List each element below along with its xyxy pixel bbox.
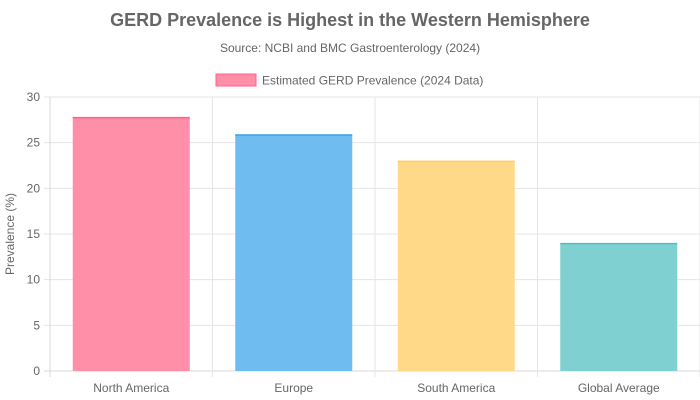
x-tick-label: South America [417,381,495,395]
x-tick-label: Global Average [578,381,660,395]
y-tick-label: 30 [27,90,41,104]
bar-fill[interactable] [560,243,678,371]
bar[interactable] [560,242,678,371]
bar-fill[interactable] [235,134,353,371]
chart-subtitle: Source: NCBI and BMC Gastroenterology (2… [220,41,480,55]
y-tick-label: 0 [33,364,40,378]
chart-title: GERD Prevalence is Highest in the Wester… [110,10,590,30]
y-axis-ticks: 0 5 10 15 20 25 30 [27,90,41,378]
y-tick-label: 15 [27,227,41,241]
x-tick-label: North America [93,381,169,395]
bar[interactable] [397,160,515,371]
bar-fill[interactable] [397,160,515,371]
x-axis-ticks: North America Europe South America Global A… [93,381,660,395]
y-axis-title: Prevalence (%) [3,193,17,275]
bar-fill[interactable] [72,117,190,372]
y-tick-label: 5 [33,318,40,332]
legend-label[interactable]: Estimated GERD Prevalence (2024 Data) [262,74,483,88]
y-tick-label: 20 [27,181,41,195]
y-tick-label: 10 [27,273,41,287]
bar[interactable] [72,116,190,372]
legend[interactable]: Estimated GERD Prevalence (2024 Data) [215,73,483,88]
y-tick-label: 25 [27,136,41,150]
bar[interactable] [235,134,353,371]
bars [72,116,678,372]
x-tick-label: Europe [274,381,313,395]
legend-swatch[interactable] [215,73,257,87]
